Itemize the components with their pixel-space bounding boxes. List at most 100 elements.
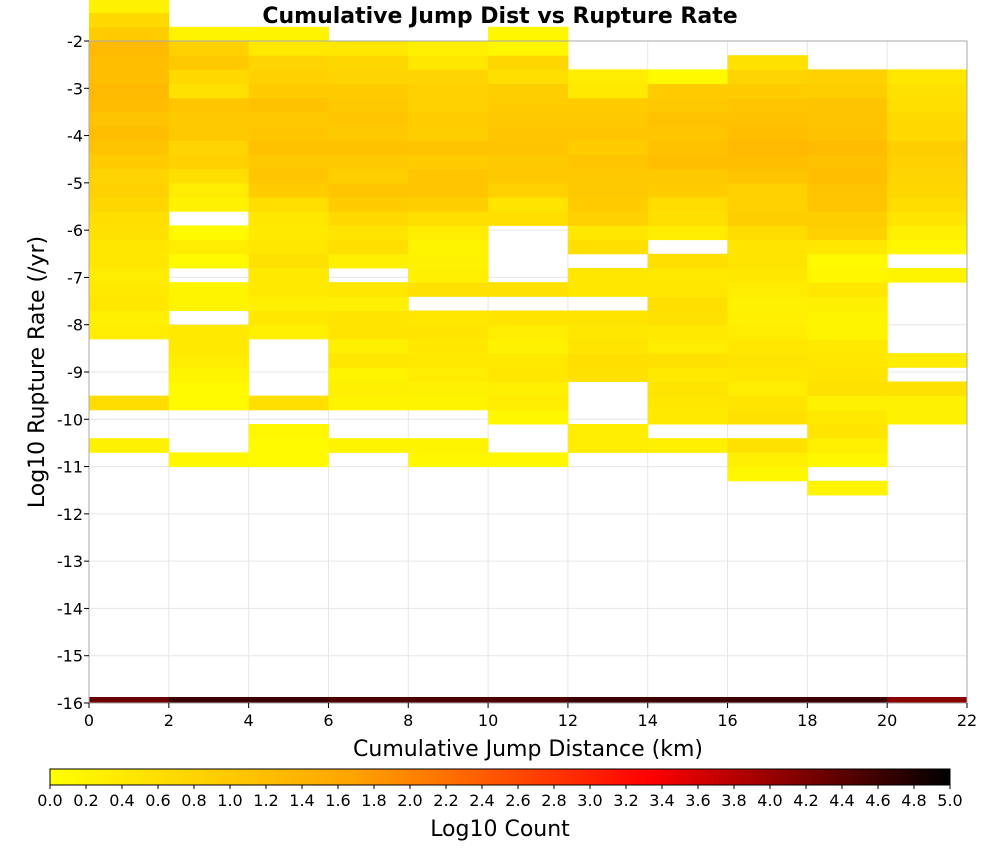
heatmap-cell: [567, 324, 649, 340]
heatmap-cell: [488, 324, 569, 340]
colorbar-ticks: 0.0 0.2 0.4 0.6 0.8 1.0 1.2 1.4 1.6 1.8 2.0 2.2 2.4 2…: [37, 785, 963, 810]
heatmap-cell: [567, 225, 649, 241]
heatmap-cell: [647, 225, 729, 241]
heatmap-cell: [887, 381, 968, 397]
heatmap-cell: [168, 395, 250, 411]
heatmap-cell: [408, 140, 489, 155]
heatmap-cell: [248, 97, 329, 113]
colorbar-tick-label: 3.4: [649, 791, 674, 810]
heatmap-cell: [408, 267, 489, 283]
colorbar-tick-label: 2.8: [541, 791, 566, 810]
heatmap-cell: [248, 324, 329, 340]
heatmap-cell: [807, 197, 888, 212]
heatmap-cell: [408, 395, 489, 411]
heatmap-cell: [89, 310, 170, 326]
heatmap-cell: [567, 69, 649, 85]
heatmap-cell: [89, 239, 170, 255]
heatmap-cell: [408, 41, 489, 56]
heatmap-cell: [248, 154, 329, 170]
x-axis-ticks: 0 2 4 6 8 10 12 14 16 18 20 22: [84, 703, 977, 730]
heatmap-cell: [328, 140, 409, 155]
heatmap-cell: [647, 267, 729, 283]
heatmap-cell: [727, 239, 808, 255]
heatmap-cell: [647, 409, 729, 425]
heatmap-cell: [727, 267, 808, 283]
heatmap-cell: [727, 324, 808, 340]
heatmap-cell: [248, 26, 329, 42]
heatmap-cell: [488, 697, 569, 703]
heatmap-cell: [807, 338, 888, 354]
colorbar-label: Log10 Count: [430, 817, 570, 842]
heatmap-cell: [488, 55, 569, 70]
heatmap-cell: [567, 83, 649, 99]
colorbar-tick-label: 4.2: [793, 791, 818, 810]
heatmap-cell: [328, 253, 409, 269]
heatmap-cell: [807, 253, 888, 269]
heatmap-cell: [89, 0, 170, 14]
x-tick-label: 20: [877, 711, 897, 730]
y-tick-label: -6: [67, 221, 83, 240]
heatmap-cell: [408, 367, 489, 382]
heatmap-cell: [168, 697, 250, 703]
heatmap-cell: [887, 353, 968, 368]
heatmap-cell: [408, 452, 489, 468]
heatmap-cell: [328, 395, 409, 411]
heatmap-cell: [328, 367, 409, 382]
heatmap-cell: [887, 395, 968, 411]
y-tick-label: -5: [67, 174, 83, 193]
heatmap-cell: [727, 225, 808, 241]
heatmap-cell: [89, 697, 170, 703]
heatmap-cell: [488, 140, 569, 155]
heatmap-cell: [567, 140, 649, 155]
heatmap-cell: [168, 253, 250, 269]
heatmap-cell: [328, 182, 409, 198]
heatmap-cell: [89, 168, 170, 184]
heatmap-cell: [647, 253, 729, 269]
heatmap-cell: [248, 69, 329, 85]
heatmap-cell: [168, 83, 250, 99]
heatmap-cell: [488, 338, 569, 354]
colorbar-tick-label: 0.4: [109, 791, 134, 810]
colorbar: [49, 768, 951, 786]
heatmap-cell: [807, 381, 888, 397]
heatmap-cell: [89, 395, 170, 411]
heatmap-cell: [807, 225, 888, 241]
heatmap-cell: [408, 126, 489, 141]
heatmap-cell: [408, 353, 489, 368]
heatmap-cell: [89, 182, 170, 198]
heatmap-cell: [328, 282, 409, 297]
heatmap-cell: [727, 282, 808, 297]
y-tick-label: -14: [57, 599, 83, 618]
heatmap-cell: [887, 97, 968, 113]
heatmap-cell: [647, 168, 729, 184]
colorbar-tick-label: 0.8: [181, 791, 206, 810]
heatmap-cell: [807, 697, 888, 703]
heatmap-cell: [408, 225, 489, 241]
y-axis-label: Log10 Rupture Rate (/yr): [25, 236, 50, 508]
heatmap-cell: [168, 296, 250, 312]
heatmap-cell: [168, 367, 250, 382]
colorbar-tick-label: 0.2: [73, 791, 98, 810]
heatmap-cell: [807, 438, 888, 453]
heatmap-cell: [807, 267, 888, 283]
heatmap-cell: [168, 111, 250, 127]
heatmap-cell: [488, 310, 569, 326]
x-axis-label: Cumulative Jump Distance (km): [353, 737, 703, 762]
heatmap-cell: [248, 225, 329, 241]
heatmap-cell: [647, 111, 729, 127]
heatmap-cell: [647, 97, 729, 113]
heatmap-cell: [408, 211, 489, 226]
heatmap-cell: [89, 55, 170, 70]
heatmap-cell: [328, 296, 409, 312]
heatmap-cell: [89, 197, 170, 212]
heatmap-cell: [89, 324, 170, 340]
heatmap-cell: [567, 267, 649, 283]
heatmap-cell: [408, 83, 489, 99]
heatmap-cell: [488, 26, 569, 42]
heatmap-cell: [887, 111, 968, 127]
heatmap-cell: [887, 409, 968, 425]
heatmap-cell: [887, 140, 968, 155]
heatmap-cell: [807, 353, 888, 368]
heatmap-cell: [89, 26, 170, 42]
heatmap-cell: [807, 367, 888, 382]
